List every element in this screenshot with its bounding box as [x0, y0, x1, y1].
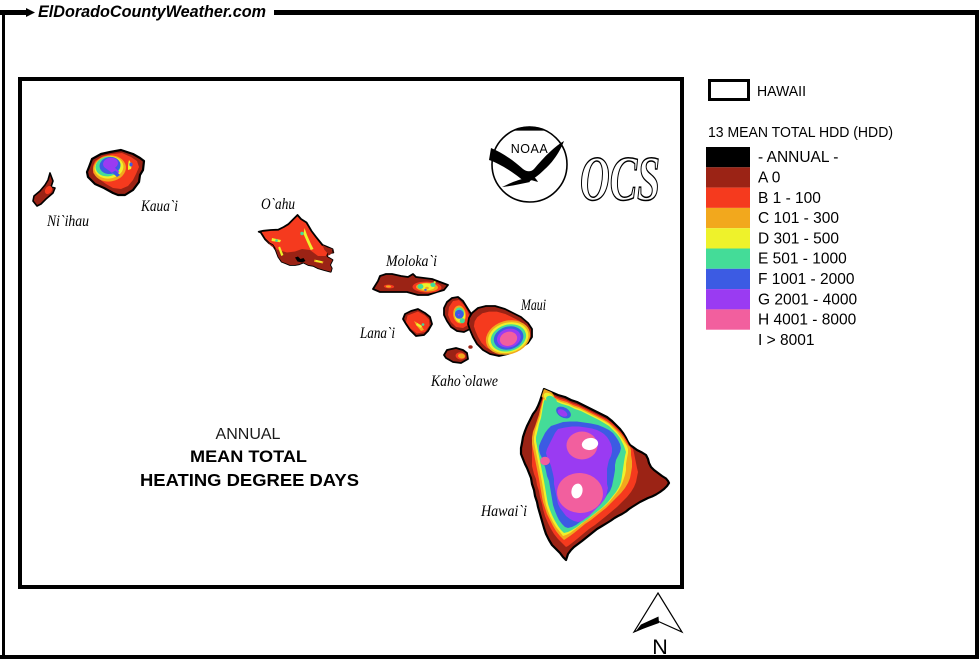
svg-text:G 2001 - 4000: G 2001 - 4000: [758, 291, 857, 308]
svg-text:13 MEAN TOTAL HDD (HDD): 13 MEAN TOTAL HDD (HDD): [708, 124, 893, 141]
svg-text:HAWAII: HAWAII: [757, 83, 806, 100]
svg-text:E 501 - 1000: E 501 - 1000: [758, 251, 847, 268]
svg-text:- ANNUAL -: - ANNUAL -: [758, 149, 838, 166]
svg-text:NOAA: NOAA: [511, 142, 549, 156]
svg-text:C 101 - 300: C 101 - 300: [758, 210, 839, 227]
svg-text:D 301 - 500: D 301 - 500: [758, 230, 839, 247]
svg-text:Ni`ihau: Ni`ihau: [46, 213, 89, 230]
svg-text:Lana`i: Lana`i: [359, 325, 395, 342]
svg-text:N: N: [652, 635, 668, 659]
svg-text:Hawai`i: Hawai`i: [480, 503, 527, 520]
svg-text:H 4001 - 8000: H 4001 - 8000: [758, 312, 857, 329]
svg-text:Moloka`i: Moloka`i: [385, 253, 437, 270]
svg-text:ANNUAL: ANNUAL: [216, 426, 281, 443]
svg-text:B 1 - 100: B 1 - 100: [758, 190, 821, 207]
svg-text:F 1001 - 2000: F 1001 - 2000: [758, 271, 855, 288]
svg-text:OCS: OCS: [580, 143, 660, 214]
svg-text:MEAN TOTAL: MEAN TOTAL: [190, 447, 307, 466]
svg-text:A 0: A 0: [758, 170, 781, 187]
svg-text:O`ahu: O`ahu: [261, 196, 295, 213]
svg-text:I > 8001: I > 8001: [758, 332, 814, 349]
svg-text:Maui: Maui: [520, 297, 546, 314]
svg-text:ElDoradoCountyWeather.com: ElDoradoCountyWeather.com: [38, 3, 266, 21]
svg-text:Kaho`olawe: Kaho`olawe: [430, 373, 498, 390]
svg-text:HEATING DEGREE DAYS: HEATING DEGREE DAYS: [140, 470, 359, 490]
svg-text:Kaua`i: Kaua`i: [140, 198, 178, 215]
